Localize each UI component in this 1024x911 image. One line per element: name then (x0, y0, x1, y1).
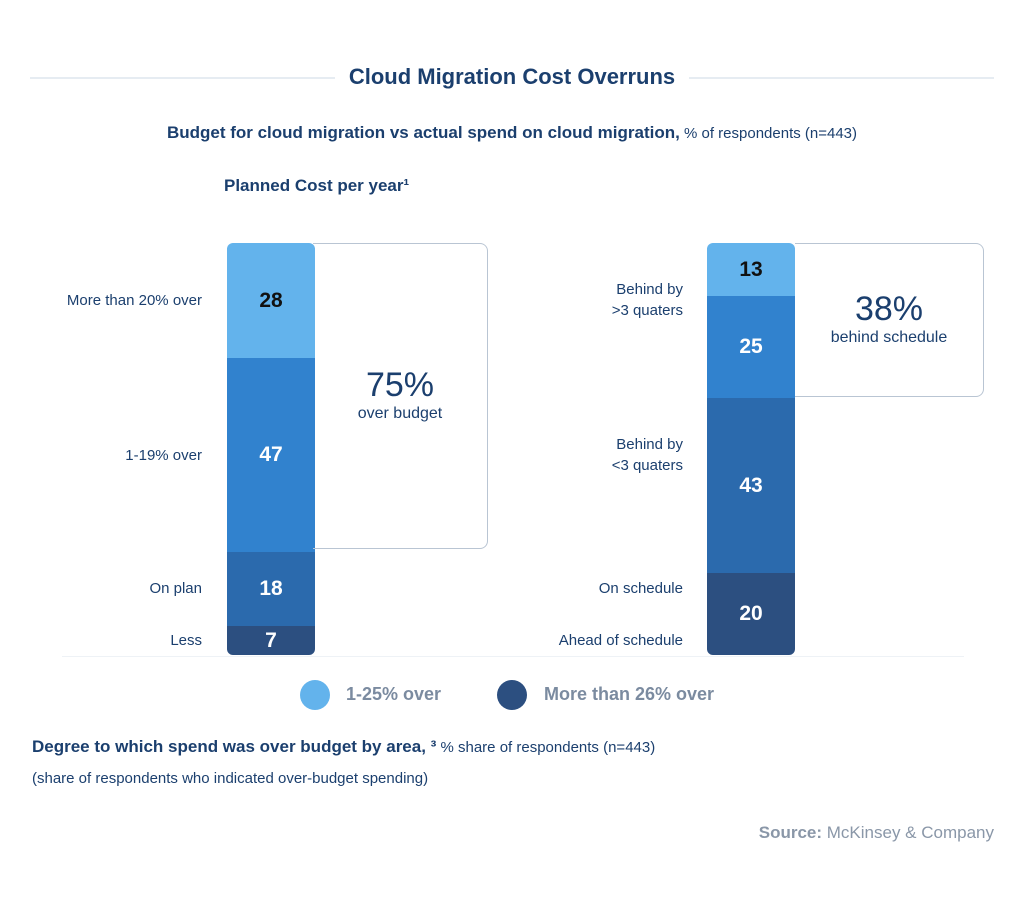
left-label: 1-19% over (125, 447, 202, 464)
bar-value-label: 7 (265, 628, 277, 652)
bar-segment: 28 (227, 243, 315, 359)
chart-title-text: Cloud Migration Cost Overruns (334, 64, 690, 89)
baseline (62, 656, 964, 657)
left-label: More than 20% over (66, 292, 202, 309)
footer-bold: Degree to which spend was over budget by… (32, 737, 437, 756)
callout-value: 38% (854, 290, 924, 328)
bar-value-label: 13 (739, 257, 763, 281)
right-label: Behind by <3 quaters (611, 436, 683, 474)
left-label: Less (170, 632, 202, 649)
footer-note: (share of respondents who indicated over… (32, 770, 429, 787)
callout-label: behind schedule (830, 329, 948, 346)
subtitle-bold: Budget for cloud migration vs actual spe… (166, 123, 680, 142)
bar-segment: 25 (707, 296, 795, 398)
callout-box-left: 75% over budget (313, 243, 488, 549)
bar-value-label: 47 (259, 443, 283, 467)
section-label: Planned Cost per year¹ (224, 176, 410, 195)
right-label: Behind by >3 quaters (611, 281, 683, 319)
bar-value-label: 28 (259, 288, 283, 312)
source-value: McKinsey & Company (822, 823, 994, 842)
bar-value-label: 43 (739, 473, 763, 497)
bar-value-label: 18 (259, 577, 283, 601)
source-label: Source: (758, 823, 823, 842)
right-label: Ahead of schedule (558, 632, 683, 649)
left-label: On plan (149, 580, 202, 597)
bar-segment: 7 (227, 626, 315, 655)
callout-value: 75% (365, 366, 435, 404)
bar-segment: 43 (707, 398, 795, 574)
bar-value-label: 20 (739, 602, 763, 626)
bar-segment: 20 (707, 573, 795, 655)
bar-segment: 47 (227, 358, 315, 552)
subtitle-light: % of respondents (n=443) (679, 125, 858, 142)
bar-segment: 18 (227, 552, 315, 627)
footer-heading: Degree to which spend was over budget by… (32, 737, 655, 757)
chart-subtitle: Budget for cloud migration vs actual spe… (0, 123, 1024, 143)
legend-swatch (497, 680, 527, 710)
legend-label: More than 26% over (544, 684, 715, 704)
source: Source: McKinsey & Company (759, 823, 994, 843)
callout-box-right: 38% behind schedule (795, 243, 984, 397)
right-label: On schedule (598, 580, 683, 597)
bar-value-label: 25 (739, 335, 763, 358)
legend-swatch (300, 680, 330, 710)
footer-light: % share of respondents (n=443) (436, 739, 656, 756)
callout-label: over budget (357, 405, 443, 422)
legend-label: 1-25% over (346, 684, 442, 704)
chart-title: Cloud Migration Cost Overruns (0, 64, 1024, 90)
bar-segment: 13 (707, 243, 795, 297)
